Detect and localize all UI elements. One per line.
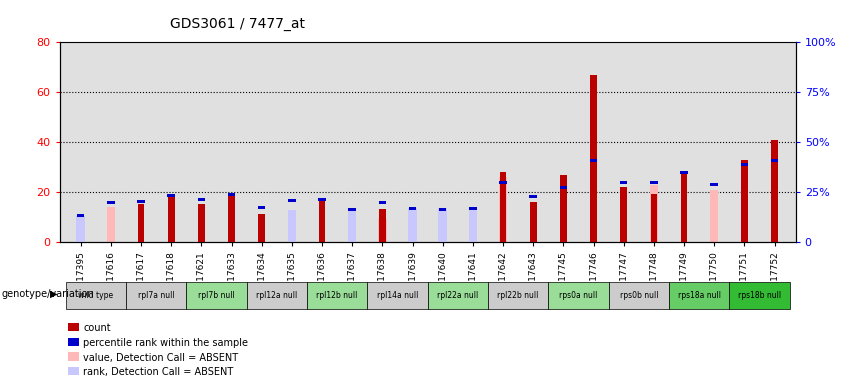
Text: ▶: ▶ (50, 289, 58, 299)
Bar (77, 222, 85, 242)
Bar (198, 205, 205, 242)
Bar (77, 216, 85, 242)
Text: rpl14a null: rpl14a null (377, 291, 418, 300)
Text: wild type: wild type (78, 291, 113, 300)
Bar (348, 209, 356, 212)
Bar (428, 282, 488, 309)
Bar (500, 180, 507, 184)
Bar (771, 140, 778, 242)
Text: rank, Detection Call = ABSENT: rank, Detection Call = ABSENT (83, 367, 234, 377)
Bar (137, 200, 145, 204)
Text: count: count (83, 323, 111, 333)
Bar (368, 282, 428, 309)
Bar (681, 172, 688, 242)
Bar (680, 170, 688, 174)
Bar (438, 220, 447, 242)
Text: rps0a null: rps0a null (559, 291, 597, 300)
Bar (168, 197, 174, 242)
Bar (318, 199, 326, 202)
Bar (408, 208, 417, 242)
Bar (488, 282, 548, 309)
Bar (348, 210, 357, 242)
Bar (247, 282, 307, 309)
Text: genotype/variation: genotype/variation (2, 289, 94, 299)
Bar (408, 207, 416, 210)
Bar (608, 282, 669, 309)
Text: rpl12b null: rpl12b null (317, 291, 357, 300)
Bar (620, 180, 627, 184)
Bar (529, 195, 537, 199)
Bar (469, 208, 477, 242)
Bar (168, 194, 175, 197)
Text: rpl7a null: rpl7a null (138, 291, 174, 300)
Bar (379, 202, 386, 205)
Bar (288, 210, 296, 242)
Bar (379, 210, 386, 242)
Bar (106, 207, 115, 242)
Text: rpl22b null: rpl22b null (498, 291, 539, 300)
Bar (138, 205, 145, 242)
Bar (288, 200, 295, 202)
Bar (288, 224, 296, 242)
Bar (500, 172, 506, 242)
Text: rps18b null: rps18b null (738, 291, 781, 300)
Bar (710, 190, 718, 242)
Bar (378, 220, 386, 242)
Bar (348, 217, 357, 242)
Bar (669, 282, 729, 309)
Bar (228, 194, 236, 197)
Bar (438, 208, 447, 242)
Bar (560, 185, 567, 189)
Bar (259, 214, 265, 242)
Bar (711, 182, 718, 185)
Bar (66, 282, 126, 309)
Bar (548, 282, 608, 309)
Bar (307, 282, 368, 309)
Text: rps0b null: rps0b null (620, 291, 658, 300)
Bar (560, 175, 567, 242)
Text: GDS3061 / 7477_at: GDS3061 / 7477_at (170, 17, 306, 31)
Bar (771, 159, 779, 162)
Bar (741, 160, 748, 242)
Bar (408, 217, 417, 242)
Bar (650, 180, 658, 184)
Bar (499, 177, 507, 242)
Bar (620, 187, 627, 242)
Bar (258, 207, 266, 210)
Bar (186, 282, 247, 309)
Bar (590, 159, 597, 162)
Bar (439, 209, 447, 212)
Bar (228, 193, 235, 242)
Bar (591, 74, 597, 242)
Bar (77, 214, 84, 217)
Bar (469, 207, 477, 210)
Text: rpl12a null: rpl12a null (256, 291, 297, 300)
Text: value, Detection Call = ABSENT: value, Detection Call = ABSENT (83, 353, 238, 362)
Bar (319, 200, 325, 242)
Bar (530, 202, 536, 242)
Bar (126, 282, 186, 309)
Text: rps18a null: rps18a null (677, 291, 721, 300)
Bar (729, 282, 790, 309)
Text: percentile rank within the sample: percentile rank within the sample (83, 338, 248, 348)
Bar (650, 195, 657, 242)
Bar (740, 162, 748, 166)
Text: rpl22a null: rpl22a null (437, 291, 478, 300)
Text: rpl7b null: rpl7b null (198, 291, 235, 300)
Bar (649, 185, 658, 242)
Bar (107, 202, 115, 205)
Bar (197, 199, 205, 202)
